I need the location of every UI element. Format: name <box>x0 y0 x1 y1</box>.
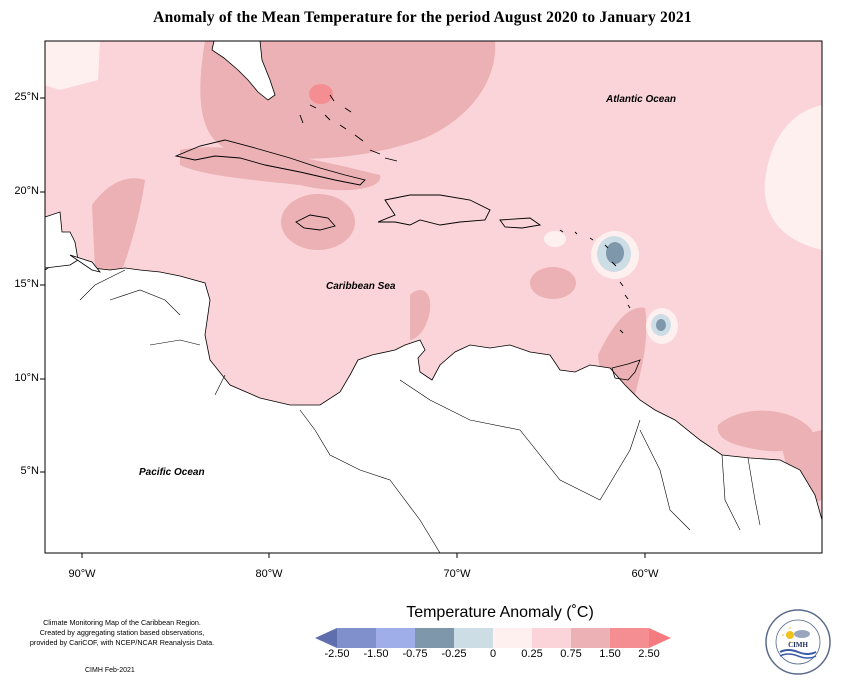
credits-line-3: provided by CariCOF, with NCEP/NCAR Rean… <box>29 638 215 647</box>
border-venezuela <box>399 379 641 501</box>
border-colombia <box>299 409 441 553</box>
warm-patch-bahamas <box>200 41 496 159</box>
neutral-patch-nw <box>45 41 100 90</box>
border-nicaragua <box>149 339 201 346</box>
neutral-patch-atlantic-east <box>764 105 822 250</box>
warm-patch-cuba <box>180 147 381 191</box>
legend-title: Temperature Anomaly (˚C) <box>406 604 594 621</box>
legend-swatch <box>571 628 610 648</box>
border-honduras <box>109 289 181 316</box>
jamaica-outline <box>295 214 336 231</box>
legend-value-label: 0.75 <box>560 648 582 660</box>
ytick-15n: 15°N <box>14 278 39 290</box>
legend-value-label: 2.50 <box>638 648 660 660</box>
puerto-rico-outline <box>499 217 542 229</box>
credits-text: Climate Monitoring Map of the Caribbean … <box>22 618 222 648</box>
legend-swatch <box>532 628 571 648</box>
legend-value-label: -2.50 <box>324 648 350 660</box>
trinidad-outline <box>611 359 641 381</box>
xtick-60w: 60°W <box>631 568 659 580</box>
ytick-5n: 5°N <box>20 465 39 477</box>
legend-value-label: -1.50 <box>363 648 389 660</box>
label-atlantic-ocean: Atlantic Ocean <box>606 94 677 105</box>
border-suriname <box>721 454 741 531</box>
color-legend-bar <box>315 628 671 648</box>
xtick-80w: 80°W <box>255 568 283 580</box>
ytick-10n: 10°N <box>14 372 39 384</box>
map-frame <box>44 40 823 554</box>
legend-swatch <box>415 628 454 648</box>
warm-patch-french-guiana <box>780 430 822 502</box>
legend-value-label: -0.75 <box>402 648 428 660</box>
cuba-outline <box>174 139 366 186</box>
logo-text: CIMH <box>788 641 808 649</box>
label-pacific-ocean: Pacific Ocean <box>139 467 205 478</box>
label-caribbean-sea: Caribbean Sea <box>326 281 396 292</box>
legend-swatch <box>493 628 532 648</box>
credits-line-1: Climate Monitoring Map of the Caribbean … <box>43 618 201 627</box>
florida-landmass <box>211 41 276 101</box>
border-french-guiana <box>747 457 761 526</box>
legend-swatch <box>649 628 671 648</box>
xtick-90w: 90°W <box>68 568 96 580</box>
legend-swatch <box>454 628 493 648</box>
ytick-20n: 20°N <box>14 185 39 197</box>
border-guyana <box>639 429 691 531</box>
cold-spot-guadeloupe <box>606 242 624 264</box>
cimh-logo: CIMH <box>765 609 831 675</box>
credits-date: CIMH Feb-2021 <box>85 667 135 674</box>
legend-value-label: 0 <box>489 648 497 660</box>
neutral-patch-virgin-islands <box>544 231 566 247</box>
warm-patch-yucatan <box>92 178 145 275</box>
lesser-antilles-islands <box>559 229 631 334</box>
border-costa-rica <box>214 374 226 396</box>
legend-value-label: 1.50 <box>599 648 621 660</box>
xtick-70w: 70°W <box>443 568 471 580</box>
hispaniola-outline <box>377 194 491 226</box>
axis-ticks <box>40 97 646 558</box>
warm-patch-gulf-venezuela <box>410 290 431 340</box>
legend-swatch <box>337 628 376 648</box>
mexico-landmass <box>45 211 79 269</box>
legend-swatch <box>315 628 337 648</box>
map-title: Anomaly of the Mean Temperature for the … <box>153 9 692 26</box>
ytick-25n: 25°N <box>14 91 39 103</box>
hot-spot-bahamas <box>309 84 333 104</box>
warm-patch-east-caribbean <box>530 267 576 299</box>
bahamas-islands <box>299 94 398 162</box>
belize-landmass <box>69 254 102 273</box>
south-america-central-america-landmass <box>45 254 822 553</box>
credits-line-2: Created by aggregating station based obs… <box>39 628 205 637</box>
legend-swatch <box>610 628 649 648</box>
warm-patch-jamaica <box>281 194 355 250</box>
legend-value-label: -0.25 <box>441 648 467 660</box>
cold-spot-barbados <box>656 319 666 331</box>
border-guatemala <box>79 269 126 301</box>
legend-value-label: 0.25 <box>521 648 543 660</box>
legend-swatch <box>376 628 415 648</box>
